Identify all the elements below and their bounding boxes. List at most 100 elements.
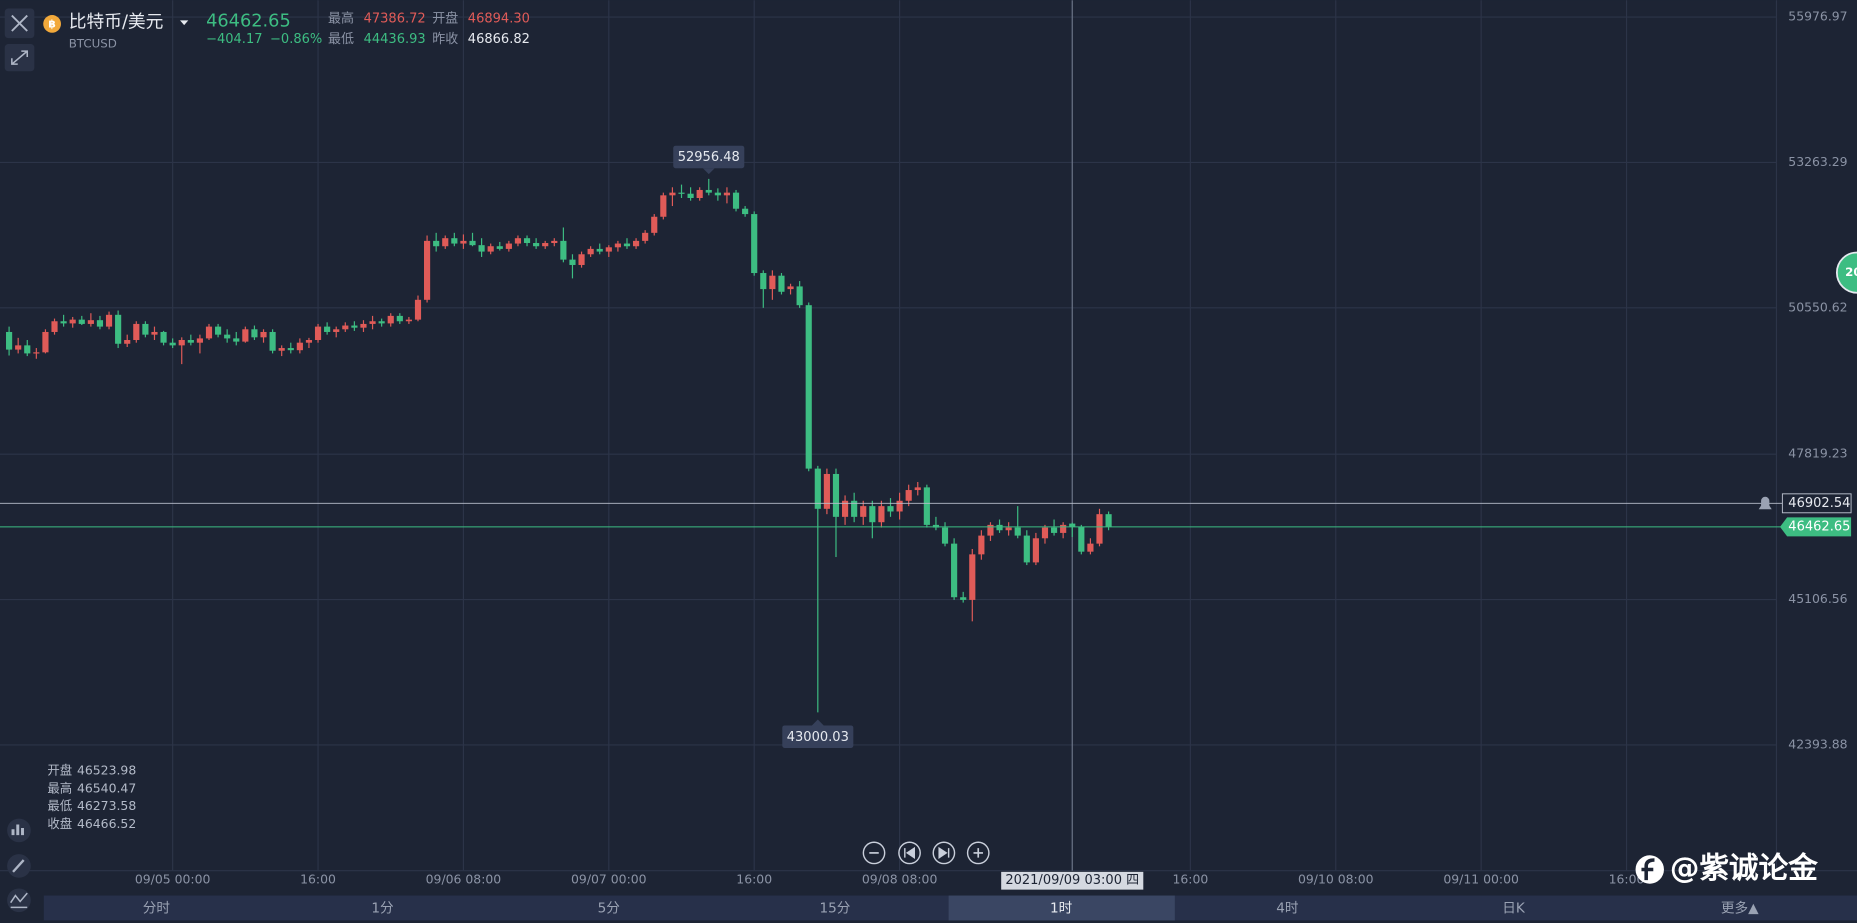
coin-glyph: ฿ bbox=[48, 17, 55, 30]
label-pointer bbox=[702, 168, 715, 175]
candle-body bbox=[478, 245, 485, 252]
icon bbox=[11, 824, 24, 836]
candle-body bbox=[96, 320, 104, 327]
coin-icon bbox=[43, 15, 61, 33]
info-label: 开盘 bbox=[47, 763, 72, 778]
candle-body bbox=[42, 331, 49, 353]
candle-body bbox=[278, 348, 285, 351]
x-tick-label: 09/08 08:00 bbox=[862, 872, 938, 887]
candle-body bbox=[778, 275, 785, 292]
tab-label[interactable]: 5分 bbox=[598, 901, 621, 917]
candle-body bbox=[896, 500, 903, 512]
candle-body bbox=[314, 326, 322, 341]
candle-body bbox=[796, 286, 803, 306]
info-value: 46466.52 bbox=[77, 816, 136, 831]
candle-body bbox=[387, 315, 394, 324]
high-label-box bbox=[673, 145, 745, 169]
last-price-box bbox=[1780, 517, 1852, 537]
alert-bell[interactable] bbox=[1758, 496, 1772, 510]
zoom-out-button[interactable] bbox=[862, 841, 886, 865]
candle-body bbox=[442, 238, 449, 247]
candle-body bbox=[932, 524, 940, 528]
watermark: @紫诚论金 bbox=[1670, 851, 1818, 885]
x-tick-label: 16:00 bbox=[1172, 872, 1208, 887]
price-change-pct: −0.86% bbox=[270, 32, 322, 47]
crosshair-label: 2021/09/09 03:00 四 bbox=[1005, 873, 1139, 888]
candle-body bbox=[669, 192, 676, 196]
candle-body bbox=[614, 243, 621, 248]
alert-price: 46902.54 bbox=[1788, 496, 1850, 511]
candle-body bbox=[60, 321, 67, 324]
y-tick-label: 45106.56 bbox=[1788, 591, 1847, 606]
tab-label[interactable]: 更多▲ bbox=[1721, 900, 1759, 917]
y-tick-label: 47819.23 bbox=[1788, 446, 1847, 461]
chart-type-button[interactable] bbox=[7, 888, 31, 913]
tab-label[interactable]: 15分 bbox=[819, 901, 850, 917]
candle-body bbox=[505, 243, 512, 249]
candle-body bbox=[6, 331, 13, 350]
candle-body bbox=[887, 506, 894, 512]
scroll-end-button[interactable] bbox=[932, 841, 956, 865]
candle-body bbox=[1087, 543, 1094, 552]
icon bbox=[973, 848, 983, 858]
draw-button[interactable] bbox=[7, 854, 31, 878]
button-ring bbox=[966, 841, 990, 865]
x-tick-label: 16:00 bbox=[736, 872, 772, 887]
candle-body bbox=[832, 473, 840, 517]
tab-label[interactable]: 1分 bbox=[371, 901, 394, 917]
button-ring bbox=[898, 841, 921, 865]
stat-label: 开盘 bbox=[432, 11, 458, 27]
tab-label[interactable]: 4时 bbox=[1276, 901, 1299, 917]
candle-body bbox=[51, 321, 58, 332]
stat-value: 44436.93 bbox=[364, 32, 426, 47]
candle-body bbox=[642, 232, 649, 241]
overlay: ฿ 比特币/美元 46462.65 BTCUSD −404.17 −0.86% … bbox=[0, 8, 1857, 913]
candle-body bbox=[287, 348, 294, 351]
candle-body bbox=[169, 342, 176, 346]
candle-body bbox=[451, 238, 458, 244]
candle-body bbox=[996, 524, 1003, 531]
button-ring bbox=[862, 841, 886, 865]
candle-body bbox=[660, 195, 667, 217]
candle-body bbox=[678, 192, 685, 194]
x-tick-label: 09/10 08:00 bbox=[1298, 872, 1374, 887]
dropdown-arrow[interactable] bbox=[180, 20, 189, 26]
candle-body bbox=[242, 329, 249, 342]
tab-label[interactable]: 分时 bbox=[143, 901, 171, 917]
scroll-start-button[interactable] bbox=[898, 841, 921, 865]
indicator-button[interactable] bbox=[7, 818, 31, 843]
candle-body bbox=[324, 326, 331, 332]
candle-body bbox=[342, 325, 349, 330]
high-label: 52956.48 bbox=[678, 150, 740, 165]
candle-body bbox=[914, 487, 921, 491]
candle-body bbox=[514, 238, 522, 244]
candle-body bbox=[296, 342, 303, 351]
candle-body bbox=[1105, 514, 1112, 527]
candle-body bbox=[396, 315, 403, 322]
candle-body bbox=[133, 323, 140, 341]
candle-body bbox=[960, 597, 967, 600]
price-change: −404.17 bbox=[206, 32, 262, 47]
side-badge-text: 20 bbox=[1845, 265, 1857, 279]
tab-label[interactable]: 日K bbox=[1502, 901, 1526, 917]
candle-body bbox=[1078, 526, 1085, 552]
side-badge[interactable] bbox=[1835, 251, 1857, 294]
candle-body bbox=[987, 524, 994, 536]
info-value: 46540.47 bbox=[77, 780, 136, 795]
candle-body bbox=[405, 319, 412, 322]
candle-body bbox=[224, 334, 231, 339]
candle-body bbox=[178, 340, 185, 346]
x-tick-label: 09/11 00:00 bbox=[1443, 872, 1519, 887]
candle-body bbox=[469, 240, 476, 246]
stat-value: 47386.72 bbox=[364, 12, 426, 27]
candle-body bbox=[814, 468, 821, 509]
zoom-in-button[interactable] bbox=[966, 841, 990, 865]
tab-label[interactable]: 1时 bbox=[1050, 901, 1073, 917]
watermark-glyph bbox=[1641, 858, 1655, 881]
instrument-name[interactable]: 比特币/美元 bbox=[69, 12, 164, 33]
active-tab[interactable] bbox=[948, 895, 1175, 921]
candle-body bbox=[496, 246, 503, 249]
candle-body bbox=[941, 527, 949, 544]
candle-body bbox=[605, 247, 612, 252]
candle-body bbox=[78, 319, 85, 324]
